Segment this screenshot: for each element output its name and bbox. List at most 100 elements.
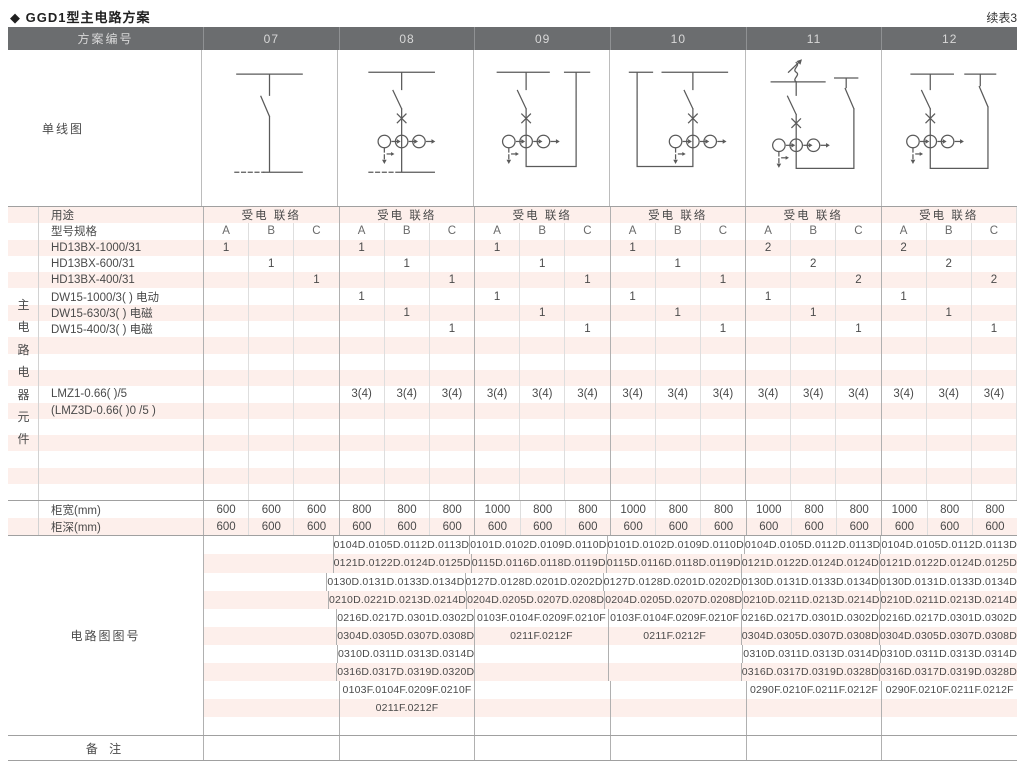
value-cell <box>611 403 655 419</box>
value-cell <box>428 467 474 485</box>
value-cell: 600 <box>352 520 372 533</box>
value-cell <box>204 386 248 402</box>
remarks-label: 备 注 <box>85 741 126 756</box>
value-cell <box>611 272 655 288</box>
value-cell <box>204 419 248 435</box>
drawing-number-grid: 0104D.0105D.0112D.0113D 0101D.0102D.0109D… <box>203 536 1017 736</box>
value-cell <box>699 451 745 468</box>
value-cell <box>428 353 474 370</box>
scheme-cell <box>203 386 339 403</box>
scheme-cell: 600 600 600 <box>203 518 339 536</box>
drawing-number-cell: 0103F.0104F.0209F.0210F <box>607 608 741 627</box>
drawing-number-cell: 0304D.0305D.0307D.0308D <box>336 626 474 645</box>
value-cell: 3(4) <box>970 386 1016 403</box>
value-cell <box>882 468 926 484</box>
value-cell <box>699 484 745 501</box>
value-cell <box>925 353 971 370</box>
table-row: (LMZ3D-0.66( )0 /5 ) <box>8 402 1016 419</box>
drawing-number-cell <box>608 644 742 663</box>
remarks-row: 备 注 <box>8 736 1017 762</box>
value-cell <box>654 321 700 338</box>
value-cell: 3(4) <box>757 388 779 401</box>
value-cell: 1 <box>519 304 564 322</box>
value-cell: 800 <box>519 501 565 519</box>
usage-cell: 受电 联络 <box>203 207 339 224</box>
value-cell <box>699 255 745 273</box>
value-cell <box>654 467 700 485</box>
side-strip <box>8 386 39 403</box>
value-cell <box>611 337 655 353</box>
drawing-number-cell: 0316D.0317D.0319D.0328D <box>878 663 1017 682</box>
value-cell <box>925 435 971 452</box>
value-cell <box>746 256 790 272</box>
value-cell: 600 <box>293 501 338 519</box>
drawing-number-cell: 0121D.0122D.0124D.0124D <box>740 554 879 573</box>
value-cell: 1 <box>629 290 636 303</box>
value-cell <box>970 353 1016 370</box>
scheme-cell: 3(4) 3(4) 3(4) <box>609 386 746 403</box>
drawing-number-row: 0210D.0221D.0213D.0214D 0204D.0205D.0207D… <box>203 590 1017 609</box>
subcol-header: B <box>519 223 564 240</box>
scheme-cell: 1 <box>474 304 610 322</box>
side-strip <box>8 337 39 354</box>
value-cell <box>519 402 564 419</box>
value-cell: 600 <box>293 518 338 536</box>
value-cell <box>383 467 429 485</box>
scheme-cell <box>203 369 339 387</box>
value-cell <box>790 451 835 468</box>
value-cell <box>925 369 971 387</box>
drawing-number-cell: 0290F.0210F.0211F.0212F <box>745 681 882 700</box>
value-cell <box>383 353 429 370</box>
value-cell: 1 <box>493 241 501 254</box>
scheme-cell <box>203 353 339 370</box>
row-label: HD13BX-600/31 <box>51 258 135 271</box>
value-cell: 600 <box>564 518 610 536</box>
scheme-cell: 1 <box>745 304 881 322</box>
scheme-cell: 1 <box>474 272 610 289</box>
drawing-number-cell: 0104D.0105D.0112D.0113D <box>332 536 470 555</box>
value-cell <box>925 337 971 354</box>
side-strip <box>8 402 39 419</box>
scheme-cell <box>609 467 746 485</box>
remarks-cell <box>203 736 339 761</box>
drawing-number-cell: 0216D.0217D.0301D.0302D <box>740 608 879 627</box>
value-cell <box>475 484 519 500</box>
value-cell <box>564 353 609 370</box>
subcol-header: C <box>699 223 745 240</box>
value-cell: 600 <box>790 518 836 536</box>
value-cell <box>654 418 700 436</box>
value-cell <box>790 288 835 305</box>
value-cell <box>925 288 971 305</box>
table-row: DW15-630/3( ) 电磁 1 1 1 1 1 <box>8 304 1016 322</box>
scheme-cell: 1000 800 800 <box>610 501 746 519</box>
drawing-number-cell <box>203 554 333 573</box>
value-cell <box>835 435 880 452</box>
value-cell <box>204 484 248 500</box>
value-cell <box>699 418 745 436</box>
drawing-number-cell <box>203 681 339 700</box>
subcol-header: B <box>248 223 293 240</box>
value-cell <box>340 256 384 272</box>
value-cell <box>654 435 700 452</box>
value-cell <box>248 304 293 322</box>
value-cell <box>428 304 474 322</box>
value-cell <box>925 467 971 485</box>
table-row: 用途 受电 联络 受电 联络 受电 联络 受电 联络 受电 联络 受电 联络 <box>8 207 1016 224</box>
drawing-number-cell: 0121D.0122D.0124D.0125D <box>332 554 471 573</box>
value-cell <box>204 288 248 304</box>
value-cell <box>383 451 429 468</box>
value-cell <box>248 484 293 501</box>
table-row <box>8 451 1016 468</box>
value-cell: 800 <box>836 501 881 519</box>
scheme-cell: 600 600 600 <box>881 518 1017 536</box>
row-label: 柜深(mm) <box>51 521 101 534</box>
value-cell <box>519 451 564 468</box>
header-scheme-08: 08 <box>338 27 475 50</box>
value-cell <box>564 484 609 501</box>
remarks-cell <box>474 736 610 761</box>
value-cell <box>204 321 248 337</box>
scheme-cell <box>880 467 1017 485</box>
value-cell <box>699 402 745 419</box>
value-cell <box>564 435 609 452</box>
header-scheme-number-label: 方案编号 <box>77 32 134 46</box>
